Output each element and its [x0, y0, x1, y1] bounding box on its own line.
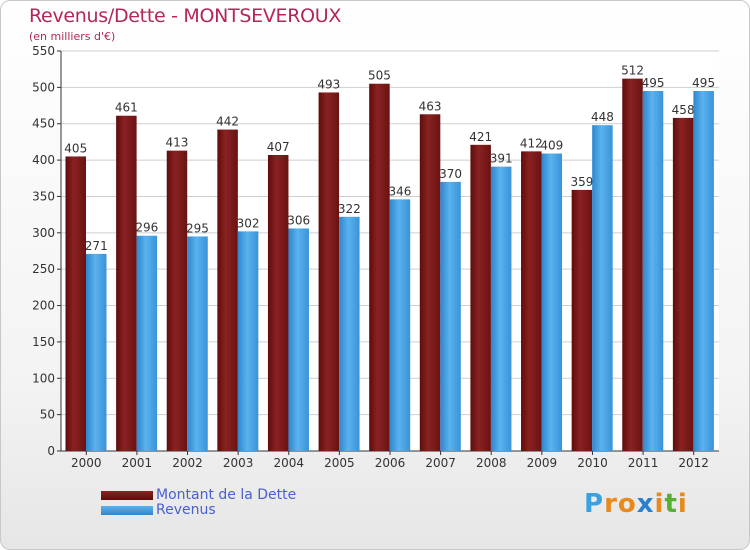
bar-dette-2006: [369, 83, 390, 452]
data-label-revenus-2008: 391: [490, 152, 513, 166]
data-label-revenus-2003: 302: [237, 216, 260, 230]
x-tick-label: 2000: [71, 456, 102, 470]
bar-revenus-2009: [541, 153, 563, 451]
y-tick-label: 350: [32, 189, 55, 203]
y-tick-label: 150: [32, 335, 55, 349]
y-tick-label: 300: [32, 226, 55, 240]
data-label-dette-2005: 493: [317, 77, 340, 91]
data-label-dette-2003: 442: [216, 115, 239, 129]
data-label-revenus-2006: 346: [388, 184, 411, 198]
bar-revenus-2003: [237, 231, 259, 451]
x-tick-label: 2010: [577, 456, 608, 470]
y-tick-label: 550: [32, 44, 55, 58]
bar-dette-2008: [470, 144, 491, 451]
data-label-dette-2008: 421: [469, 130, 492, 144]
x-tick-label: 2011: [628, 456, 659, 470]
x-tick-label: 2006: [375, 456, 406, 470]
legend-swatch-dette: [101, 491, 153, 500]
legend-label-dette: Montant de la Dette: [156, 487, 297, 503]
x-tick-label: 2008: [476, 456, 507, 470]
x-tick-label: 2009: [527, 456, 558, 470]
x-tick-label: 2005: [324, 456, 355, 470]
data-label-dette-2001: 461: [115, 101, 138, 115]
data-label-dette-2010: 359: [570, 175, 593, 189]
bar-revenus-2012: [693, 91, 714, 451]
chart-title: Revenus/Dette - MONTSEVEROUX: [29, 5, 342, 27]
bar-revenus-2010: [592, 125, 613, 451]
bar-revenus-2004: [288, 228, 309, 451]
y-tick-label: 500: [32, 80, 55, 94]
legend-swatch-revenus: [101, 506, 153, 515]
x-tick-label: 2007: [425, 456, 456, 470]
bar-revenus-2001: [136, 235, 158, 451]
data-label-dette-2002: 413: [166, 136, 189, 150]
data-label-revenus-2000: 271: [85, 239, 108, 253]
y-tick-label: 0: [47, 444, 55, 458]
y-tick-label: 50: [40, 408, 55, 422]
bar-dette-2000: [65, 156, 86, 452]
data-label-dette-2012: 458: [672, 103, 695, 117]
bar-dette-2002: [166, 150, 188, 452]
data-label-revenus-2012: 495: [692, 76, 715, 90]
bar-dette-2010: [571, 189, 593, 451]
proxiti-logo: Proxiti: [584, 489, 688, 519]
bar-revenus-2007: [440, 181, 461, 451]
data-label-revenus-2007: 370: [439, 167, 462, 181]
data-label-revenus-2002: 295: [186, 221, 209, 235]
chart-subtitle: (en milliers d'€): [29, 30, 116, 43]
x-tick-label: 2001: [122, 456, 153, 470]
data-label-dette-2000: 405: [64, 141, 87, 155]
data-label-dette-2004: 407: [267, 140, 290, 154]
data-label-dette-2007: 463: [419, 99, 442, 113]
data-label-revenus-2011: 495: [642, 76, 665, 90]
data-label-dette-2011: 512: [621, 64, 644, 78]
bar-revenus-2008: [490, 166, 512, 452]
y-tick-label: 100: [32, 371, 55, 385]
y-tick-label: 450: [32, 117, 55, 131]
bar-revenus-2011: [642, 91, 664, 451]
bar-dette-2012: [672, 117, 694, 451]
y-tick-label: 200: [32, 299, 55, 313]
x-tick-label: 2003: [223, 456, 254, 470]
x-tick-label: 2002: [172, 456, 203, 470]
data-label-dette-2009: 412: [520, 136, 543, 150]
data-label-revenus-2004: 306: [287, 213, 310, 227]
bar-revenus-2000: [86, 253, 107, 451]
data-label-revenus-2001: 296: [135, 221, 158, 235]
data-label-revenus-2010: 448: [591, 110, 614, 124]
bar-dette-2005: [318, 92, 340, 452]
bar-dette-2001: [116, 115, 137, 452]
data-label-dette-2006: 505: [368, 69, 391, 83]
bar-revenus-2002: [187, 236, 208, 451]
bar-dette-2007: [419, 114, 441, 451]
bar-dette-2003: [217, 129, 238, 451]
bar-revenus-2006: [389, 199, 411, 451]
bar-dette-2004: [267, 155, 289, 451]
x-tick-label: 2004: [273, 456, 304, 470]
legend-label-revenus: Revenus: [156, 502, 216, 518]
bar-dette-2011: [622, 78, 643, 452]
y-tick-label: 250: [32, 262, 55, 276]
data-label-revenus-2005: 322: [338, 202, 361, 216]
y-tick-label: 400: [32, 153, 55, 167]
x-tick-label: 2012: [678, 456, 709, 470]
bar-revenus-2005: [339, 216, 360, 451]
data-label-revenus-2009: 409: [540, 139, 563, 153]
bar-dette-2009: [521, 151, 542, 451]
